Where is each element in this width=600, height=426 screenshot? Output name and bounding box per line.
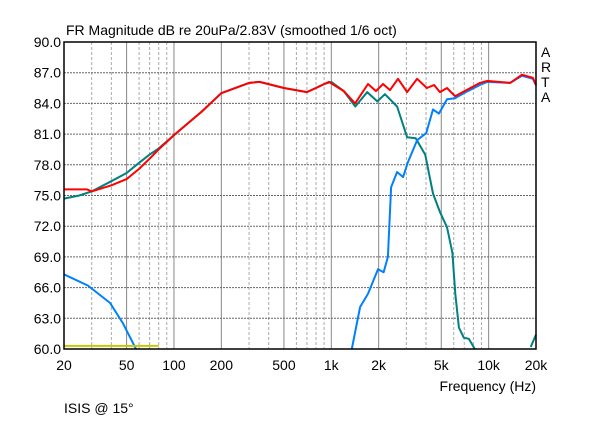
x-tick-label: 5k [434, 357, 450, 373]
y-tick-labels: 90.0 87.0 84.0 81.0 78.0 75.0 72.0 69.0 66.0 63.0… [34, 34, 61, 357]
y-tick-label: 78.0 [34, 157, 61, 173]
y-tick-label: 72.0 [34, 218, 61, 234]
y-tick-label: 90.0 [34, 34, 61, 50]
y-tick-label: 75.0 [34, 188, 61, 204]
y-tick-label: 81.0 [34, 126, 61, 142]
plot-frame [63, 41, 537, 350]
series-line-sum [64, 73, 537, 193]
series-line-tweeter-lf [63, 273, 137, 350]
x-tick-label: 20k [525, 357, 549, 373]
grid [64, 41, 536, 350]
footnote: ISIS @ 15° [64, 400, 134, 416]
y-tick-label: 87.0 [34, 65, 61, 81]
x-axis-label: Frequency (Hz) [440, 378, 536, 394]
chart-title: FR Magnitude dB re 20uPa/2.83V (smoothed… [66, 22, 397, 38]
x-tick-label: 50 [119, 357, 135, 373]
x-tick-label: 1k [324, 357, 340, 373]
x-tick-labels: 20 50 100 200 500 1k 2k 5k 10k 20k [56, 357, 548, 373]
x-tick-label: 100 [162, 357, 186, 373]
x-tick-label: 500 [272, 357, 296, 373]
y-tick-label: 69.0 [34, 249, 61, 265]
logo-letter: A [541, 89, 551, 105]
logo-letter: T [541, 74, 550, 90]
x-tick-label: 200 [210, 357, 234, 373]
x-tick-label: 10k [477, 357, 501, 373]
x-tick-label: 20 [56, 357, 72, 373]
series-lines [63, 73, 537, 350]
series-line-tweeter [350, 74, 537, 350]
y-tick-label: 63.0 [34, 310, 61, 326]
series-line-woofer-hf-tail [529, 334, 537, 348]
y-tick-label: 84.0 [34, 95, 61, 111]
y-tick-label: 66.0 [34, 280, 61, 296]
logo-letter: R [541, 59, 551, 75]
logo-letter: A [541, 44, 551, 60]
series-line-woofer [63, 80, 476, 350]
x-tick-label: 2k [371, 357, 387, 373]
y-tick-label: 60.0 [34, 341, 61, 357]
